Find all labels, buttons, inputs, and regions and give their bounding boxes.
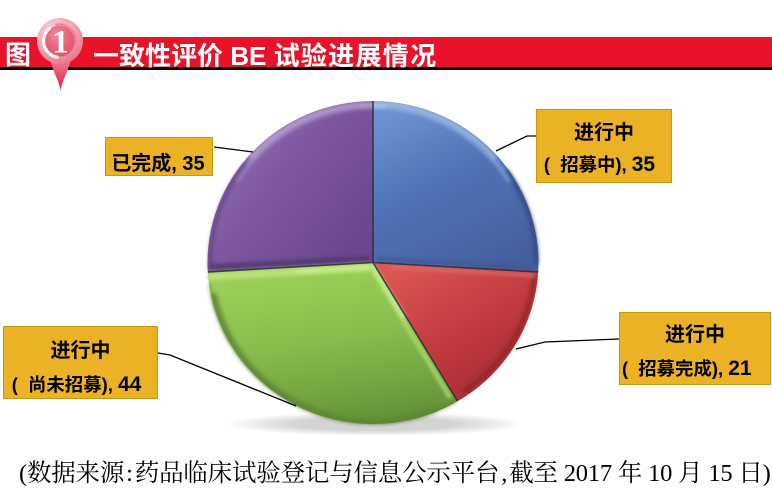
svg-text:1: 1 xyxy=(52,25,69,61)
